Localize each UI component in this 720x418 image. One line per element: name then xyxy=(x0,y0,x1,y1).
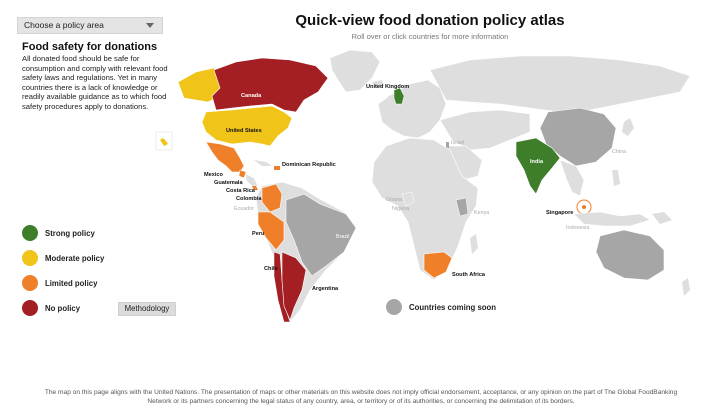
country-canada-shape[interactable] xyxy=(211,57,329,113)
country-australia-shape[interactable] xyxy=(595,229,665,281)
papua-shape[interactable] xyxy=(652,212,672,224)
legend-label-limited: Limited policy xyxy=(45,278,98,288)
country-kenya-shape[interactable] xyxy=(455,197,469,217)
new-zealand-shape[interactable] xyxy=(682,278,690,296)
country-israel-shape[interactable] xyxy=(446,142,449,148)
label-peru: Peru xyxy=(252,231,265,237)
country-indonesia-shape[interactable] xyxy=(573,211,651,227)
country-singapore-shape[interactable] xyxy=(582,205,586,209)
ireland-shape[interactable] xyxy=(388,95,393,101)
caribbean-shape[interactable] xyxy=(254,160,272,166)
country-india-shape[interactable] xyxy=(515,137,561,195)
label-argentina: Argentina xyxy=(312,286,339,292)
label-colombia: Colombia xyxy=(236,196,262,202)
philippines-shape[interactable] xyxy=(612,170,620,186)
hawaii-shape[interactable] xyxy=(160,138,168,146)
country-united-kingdom-shape[interactable] xyxy=(393,87,405,105)
label-singapore: Singapore xyxy=(546,210,573,216)
label-canada: Canada xyxy=(241,93,262,99)
greenland-shape[interactable] xyxy=(329,49,381,93)
label-ghana: Ghana xyxy=(386,197,402,203)
panel-title: Food safety for donations xyxy=(22,41,158,53)
iceland-shape[interactable] xyxy=(372,80,384,88)
country-united-states-shape[interactable] xyxy=(201,105,293,147)
southeast-asia-shape[interactable] xyxy=(559,159,585,197)
legend-item-coming-soon: Countries coming soon xyxy=(386,299,496,315)
country-south-africa-shape[interactable] xyxy=(423,251,453,279)
label-united-states: United States xyxy=(226,128,262,134)
legend-dot-strong xyxy=(22,225,38,241)
map-disclaimer: The map on this page aligns with the Uni… xyxy=(44,389,678,406)
country-colombia-shape[interactable] xyxy=(261,183,283,213)
legend-dot-coming-soon xyxy=(386,299,402,315)
label-costa-rica: Costa Rica xyxy=(226,188,256,194)
central-america-shape[interactable] xyxy=(245,173,259,187)
label-south-africa: South Africa xyxy=(452,272,486,278)
page-title: Quick-view food donation policy atlas xyxy=(295,12,565,29)
country-brazil-shape[interactable] xyxy=(285,193,357,277)
country-guatemala-shape[interactable] xyxy=(238,169,247,179)
hawaii-inset xyxy=(155,131,173,151)
legend-item-moderate: Moderate policy xyxy=(22,250,104,266)
label-chile: Chile xyxy=(264,266,278,272)
legend-label-none: No policy xyxy=(45,303,81,313)
chevron-down-icon[interactable] xyxy=(146,23,154,28)
methodology-button[interactable]: Methodology xyxy=(118,302,176,316)
legend-dot-limited xyxy=(22,275,38,291)
label-dominican-republic: Dominican Republic xyxy=(282,162,336,168)
label-ecuador: Ecuador xyxy=(234,206,254,212)
label-indonesia: Indonesia xyxy=(566,225,589,231)
label-china: China xyxy=(612,149,626,155)
country-mexico-shape[interactable] xyxy=(205,141,245,173)
country-nigeria-shape[interactable] xyxy=(401,191,415,207)
legend-item-limited: Limited policy xyxy=(22,275,97,291)
legend-label-strong: Strong policy xyxy=(45,228,95,238)
label-united-kingdom: United Kingdom xyxy=(366,84,409,90)
label-mexico: Mexico xyxy=(204,172,224,178)
policy-area-dropdown-value: Choose a policy area xyxy=(24,20,104,30)
country-dominican-republic-shape[interactable] xyxy=(274,166,280,170)
label-guatemala: Guatemala xyxy=(214,180,243,186)
central-asia-shape[interactable] xyxy=(439,109,531,151)
label-brazil: Brazil xyxy=(336,234,349,240)
legend-dot-none xyxy=(22,300,38,316)
country-peru-shape[interactable] xyxy=(257,211,285,251)
label-india: India xyxy=(530,159,544,165)
legend-dot-moderate xyxy=(22,250,38,266)
legend-item-none: No policy xyxy=(22,300,80,316)
country-costa-rica-shape[interactable] xyxy=(252,186,258,190)
legend-item-strong: Strong policy xyxy=(22,225,95,241)
label-israel: Israel xyxy=(451,140,464,146)
country-argentina-shape[interactable] xyxy=(281,251,307,321)
japan-shape[interactable] xyxy=(622,118,634,136)
label-australia: Australia xyxy=(626,280,647,286)
country-china-shape[interactable] xyxy=(539,107,617,167)
legend-label-coming-soon: Countries coming soon xyxy=(409,302,497,312)
label-kenya: Kenya xyxy=(474,210,489,216)
madagascar-shape[interactable] xyxy=(470,234,478,254)
label-nigeria: Nigeria xyxy=(392,206,409,212)
policy-area-dropdown[interactable]: Choose a policy area xyxy=(17,17,163,34)
russia-shape[interactable] xyxy=(429,55,691,113)
legend-label-moderate: Moderate policy xyxy=(45,253,105,263)
page-subtitle: Roll over or click countries for more in… xyxy=(351,32,509,41)
country-chile-shape[interactable] xyxy=(273,251,291,323)
panel-description: All donated food should be safe for cons… xyxy=(22,54,168,111)
